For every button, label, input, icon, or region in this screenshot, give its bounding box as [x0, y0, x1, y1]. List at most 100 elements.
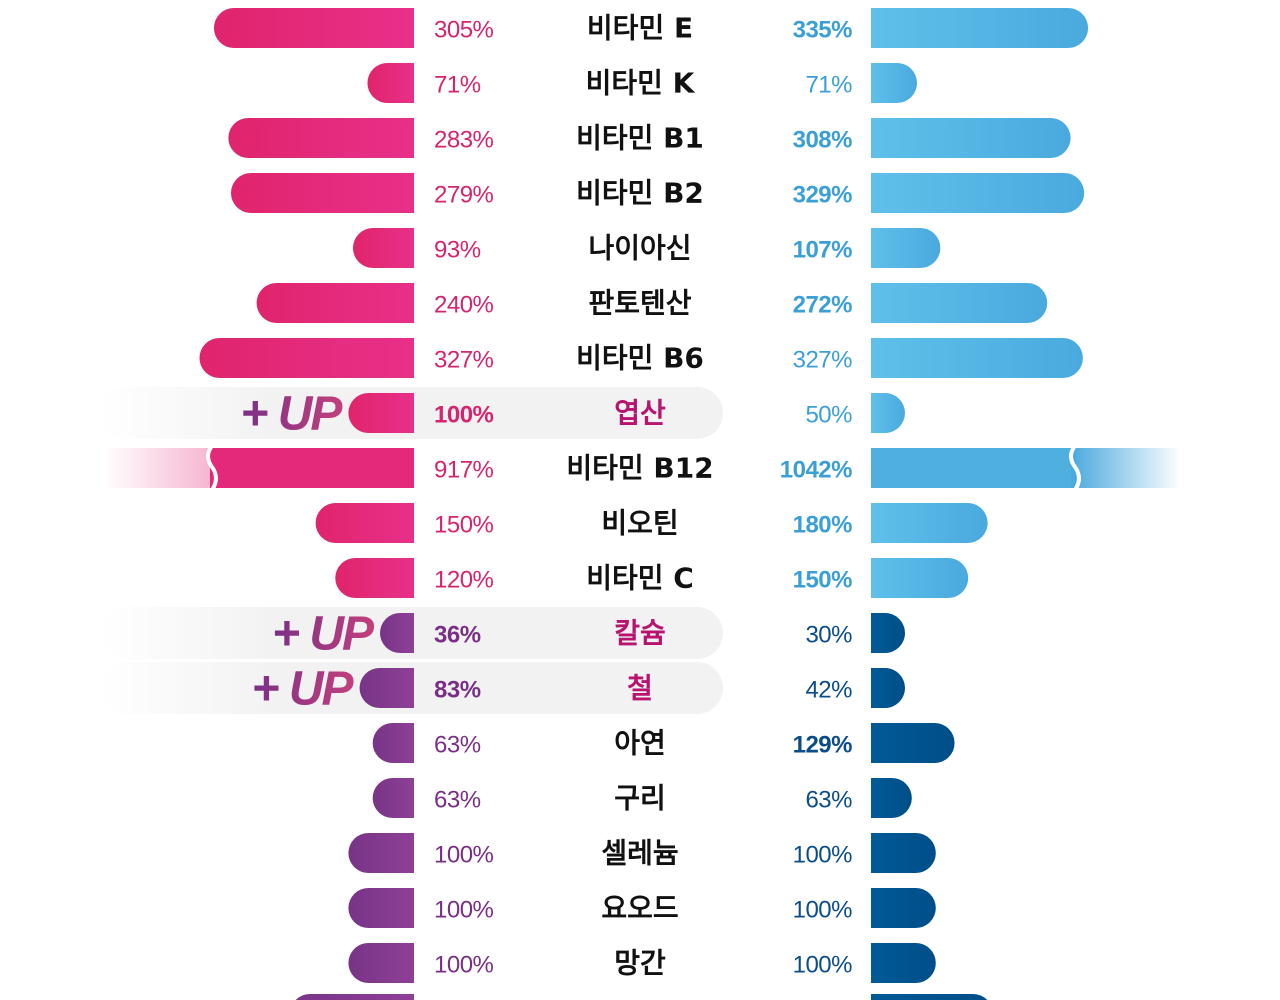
up-tag-label: + UP [252, 663, 355, 716]
left-value-label: 327% [434, 347, 494, 374]
axis-break-left [206, 444, 218, 492]
right-value-label: 100% [793, 952, 853, 979]
nutrient-name-label: 철 [627, 672, 653, 705]
right-value-label: 327% [793, 347, 853, 374]
bar-left [352, 228, 414, 268]
bar-left [359, 668, 414, 708]
up-tag-label: + UP [272, 608, 375, 661]
bar-right [871, 778, 912, 818]
right-value-label: 71% [805, 72, 852, 99]
nutrient-name-label: 셀레늄 [601, 837, 678, 870]
bar-left [348, 393, 414, 433]
left-value-label: 63% [434, 787, 481, 814]
bar-right [871, 63, 918, 103]
nutrient-name-label: 비타민 B12 [566, 452, 713, 485]
nutrient-name-label: 비타민 B1 [576, 122, 704, 155]
nutrient-name-label: 나이아신 [588, 232, 691, 265]
bar-right [871, 393, 905, 433]
right-value-label: 335% [793, 17, 853, 44]
right-value-label: 107% [793, 237, 853, 264]
bar-right [871, 888, 936, 928]
nutrient-name-label: 비오틴 [601, 507, 678, 540]
bar-right [871, 503, 988, 543]
nutrient-name-label: 구리 [614, 782, 666, 815]
left-value-label: 63% [434, 732, 481, 759]
right-value-label: 329% [793, 182, 853, 209]
bar-left [348, 833, 414, 873]
right-value-label: 180% [793, 512, 853, 539]
left-value-label: 83% [434, 677, 481, 704]
bar-right [871, 173, 1085, 213]
nutrient-name-label: 칼슘 [614, 617, 666, 650]
right-value-label: 63% [805, 787, 852, 814]
nutrient-name-label: 비타민 E [587, 12, 693, 45]
left-value-label: 100% [434, 952, 494, 979]
left-value-label: 100% [434, 402, 494, 429]
nutrient-name-label: 엽산 [614, 397, 666, 430]
right-value-label: 50% [805, 402, 852, 429]
left-value-label: 240% [434, 292, 494, 319]
up-tag-label: + UP [240, 388, 343, 441]
bar-left [380, 613, 414, 653]
left-value-label: 305% [434, 17, 494, 44]
bar-left [228, 118, 414, 158]
bar-right [871, 833, 936, 873]
bar-right [1071, 448, 1181, 488]
right-value-label: 308% [793, 127, 853, 154]
bar-right [871, 613, 905, 653]
right-value-label: 150% [793, 567, 853, 594]
axis-break-right [1069, 444, 1081, 492]
bar-left [230, 173, 414, 213]
bar-right [871, 668, 905, 708]
nutrient-name-label: 비타민 C [586, 562, 694, 595]
nutrient-name-label: 망간 [614, 947, 666, 980]
right-value-label: 42% [805, 677, 852, 704]
bar-left [256, 283, 414, 323]
bars-layer [104, 8, 1181, 1000]
bar-left-cropped [295, 994, 414, 1000]
left-value-label: 93% [434, 237, 481, 264]
nutrient-name-label: 판토텐산 [588, 287, 691, 320]
right-value-label: 272% [793, 292, 853, 319]
right-value-label: 100% [793, 842, 853, 869]
left-value-label: 36% [434, 622, 481, 649]
bar-left [348, 888, 414, 928]
bar-right-cropped [871, 994, 988, 1000]
left-value-label: 100% [434, 897, 494, 924]
bar-right [871, 338, 1083, 378]
right-value-label: 30% [805, 622, 852, 649]
bar-right [871, 118, 1071, 158]
nutrient-name-label: 비타민 B6 [576, 342, 704, 375]
bar-left [367, 63, 414, 103]
left-value-label: 283% [434, 127, 494, 154]
bar-right [871, 558, 969, 598]
left-value-label: 279% [434, 182, 494, 209]
bar-left-solid [210, 448, 414, 488]
bar-right [871, 283, 1048, 323]
left-value-label: 100% [434, 842, 494, 869]
bar-left [372, 723, 414, 763]
nutrient-name-label: 아연 [614, 727, 666, 760]
right-value-label: 100% [793, 897, 853, 924]
bar-left [199, 338, 414, 378]
nutrient-name-label: 비타민 K [586, 67, 696, 100]
left-value-label: 917% [434, 457, 494, 484]
bar-left [348, 943, 414, 983]
labels-layer: 305% 비타민 E 335% 71% 비타민 K 71% 283% 비타민 B1 308% 27… [240, 12, 852, 980]
left-value-label: 150% [434, 512, 494, 539]
bar-right [871, 723, 955, 763]
nutrient-name-label: 비타민 B2 [576, 177, 704, 210]
left-value-label: 120% [434, 567, 494, 594]
bar-left [315, 503, 414, 543]
bar-left [372, 778, 414, 818]
bar-right-solid [871, 448, 1076, 488]
bar-left [213, 8, 414, 48]
nutrient-name-label: 요오드 [601, 892, 678, 925]
right-value-label: 129% [793, 732, 853, 759]
bar-right [871, 8, 1089, 48]
left-value-label: 71% [434, 72, 481, 99]
bar-right [871, 228, 941, 268]
bar-left [335, 558, 414, 598]
